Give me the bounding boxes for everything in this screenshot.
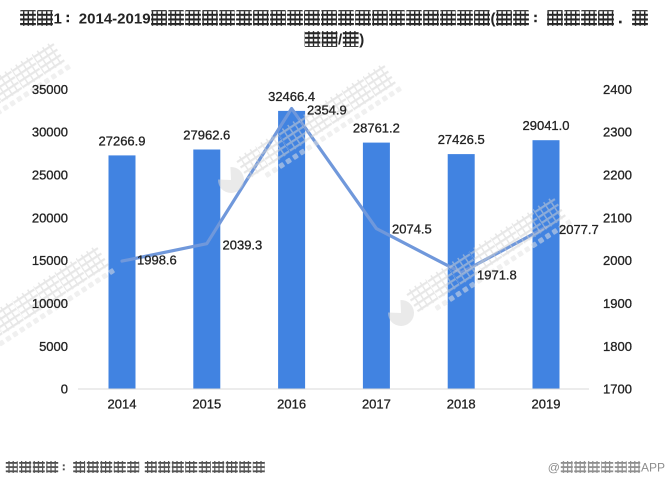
svg-text:APP: APP bbox=[641, 460, 665, 474]
svg-text:0: 0 bbox=[61, 382, 68, 397]
svg-text:2018: 2018 bbox=[447, 397, 476, 412]
svg-text:2039.3: 2039.3 bbox=[223, 238, 263, 253]
svg-text:2000: 2000 bbox=[603, 253, 632, 268]
svg-text:2014-2019: 2014-2019 bbox=[79, 11, 151, 28]
svg-text:(: ( bbox=[491, 11, 496, 28]
svg-text:1998.6: 1998.6 bbox=[137, 253, 177, 268]
svg-text:5000: 5000 bbox=[39, 339, 68, 354]
svg-text:1800: 1800 bbox=[603, 339, 632, 354]
svg-text:1: 1 bbox=[54, 11, 62, 28]
svg-text:2074.5: 2074.5 bbox=[392, 222, 432, 237]
svg-text:@: @ bbox=[548, 460, 560, 474]
svg-text:2017: 2017 bbox=[362, 397, 391, 412]
svg-text:2014: 2014 bbox=[108, 397, 137, 412]
svg-text:1900: 1900 bbox=[603, 296, 632, 311]
svg-text:10000: 10000 bbox=[32, 296, 68, 311]
svg-text:2100: 2100 bbox=[603, 210, 632, 225]
svg-text:1700: 1700 bbox=[603, 382, 632, 397]
svg-text:32466.4: 32466.4 bbox=[268, 89, 315, 104]
svg-text:2015: 2015 bbox=[192, 397, 221, 412]
svg-text:30000: 30000 bbox=[32, 125, 68, 140]
svg-text:28761.2: 28761.2 bbox=[353, 121, 400, 136]
svg-text:2300: 2300 bbox=[603, 125, 632, 140]
svg-text:2019: 2019 bbox=[532, 397, 561, 412]
svg-text:2200: 2200 bbox=[603, 168, 632, 183]
svg-text:27266.9: 27266.9 bbox=[99, 133, 146, 148]
svg-text:25000: 25000 bbox=[32, 168, 68, 183]
svg-text:): ) bbox=[359, 32, 364, 49]
svg-text:27962.6: 27962.6 bbox=[183, 128, 230, 143]
svg-text:2016: 2016 bbox=[277, 397, 306, 412]
svg-text:29041.0: 29041.0 bbox=[523, 118, 570, 133]
svg-text:/: / bbox=[338, 32, 343, 49]
svg-text:35000: 35000 bbox=[32, 82, 68, 97]
svg-text:20000: 20000 bbox=[32, 210, 68, 225]
svg-text:15000: 15000 bbox=[32, 253, 68, 268]
svg-text:2077.7: 2077.7 bbox=[559, 222, 599, 237]
svg-text:27426.5: 27426.5 bbox=[438, 132, 485, 147]
svg-text:1971.8: 1971.8 bbox=[477, 268, 517, 283]
svg-text:2354.9: 2354.9 bbox=[307, 103, 347, 118]
svg-text:2400: 2400 bbox=[603, 82, 632, 97]
